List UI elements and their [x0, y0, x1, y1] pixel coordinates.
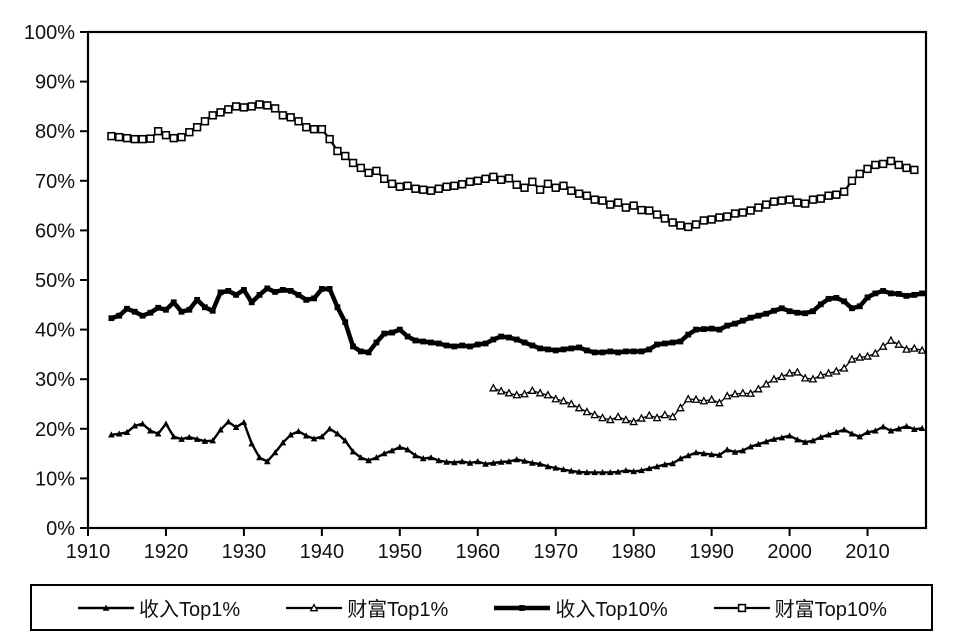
x-tick-label: 1930: [222, 541, 267, 563]
chart-container: 0% 10% 20% 30% 40% 50% 60% 70% 80% 90% 100% 1910 192…: [24, 22, 933, 631]
series-income-top1: [108, 418, 926, 476]
x-tick-label: 1940: [300, 541, 345, 563]
x-tick-label: 1960: [456, 541, 501, 563]
y-tick-label: 30%: [35, 369, 75, 391]
series-wealth-top10: [107, 100, 919, 232]
chart-legend: 收入Top1% 财富Top1% 收入Top10% 财富Top10%: [30, 584, 933, 631]
x-tick-label: 1920: [144, 541, 189, 563]
y-tick-label: 60%: [35, 220, 75, 242]
y-tick-label: 100%: [24, 22, 75, 44]
y-tick-label: 0%: [46, 518, 75, 540]
plot-border: [86, 30, 928, 530]
legend-item-wealth-top10: 财富Top10%: [712, 593, 887, 622]
y-tick-label: 50%: [35, 270, 75, 292]
x-tick-label: 2000: [767, 541, 812, 563]
y-tick-label: 20%: [35, 419, 75, 441]
legend-label-wealth-top10: 财富Top10%: [774, 599, 887, 621]
legend-label-income-top10: 收入Top10%: [555, 599, 668, 621]
y-tick-label: 70%: [35, 171, 75, 193]
series-wealth-top1: [488, 335, 927, 426]
series-income-top10: [108, 285, 926, 356]
legend-sample-triangle-filled-icon: [78, 604, 135, 611]
legend-item-income-top10: 收入Top10%: [492, 593, 668, 622]
y-tick-label: 90%: [35, 72, 75, 94]
legend-label-wealth-top1: 财富Top1%: [347, 599, 449, 621]
legend-label-income-top1: 收入Top1%: [139, 599, 241, 621]
x-tick-label: 1910: [66, 541, 111, 563]
x-tick-label: 1980: [611, 541, 656, 563]
y-tick-label: 10%: [35, 468, 75, 490]
x-tick-label: 1970: [533, 541, 578, 563]
legend-item-wealth-top1: 财富Top1%: [284, 593, 448, 622]
legend-sample-triangle-open-icon: [286, 602, 343, 611]
y-tick-label: 80%: [35, 121, 75, 143]
legend-item-income-top1: 收入Top1%: [76, 593, 240, 622]
y-tick-label: 40%: [35, 320, 75, 342]
x-tick-label: 1950: [378, 541, 423, 563]
x-tick-label: 2010: [845, 541, 890, 563]
x-tick-label: 1990: [689, 541, 734, 563]
legend-sample-square-open-icon: [713, 603, 770, 612]
inequality-line-chart: 0% 10% 20% 30% 40% 50% 60% 70% 80% 90% 100% 1910 192…: [24, 22, 928, 563]
legend-sample-square-filled-icon: [494, 604, 551, 611]
